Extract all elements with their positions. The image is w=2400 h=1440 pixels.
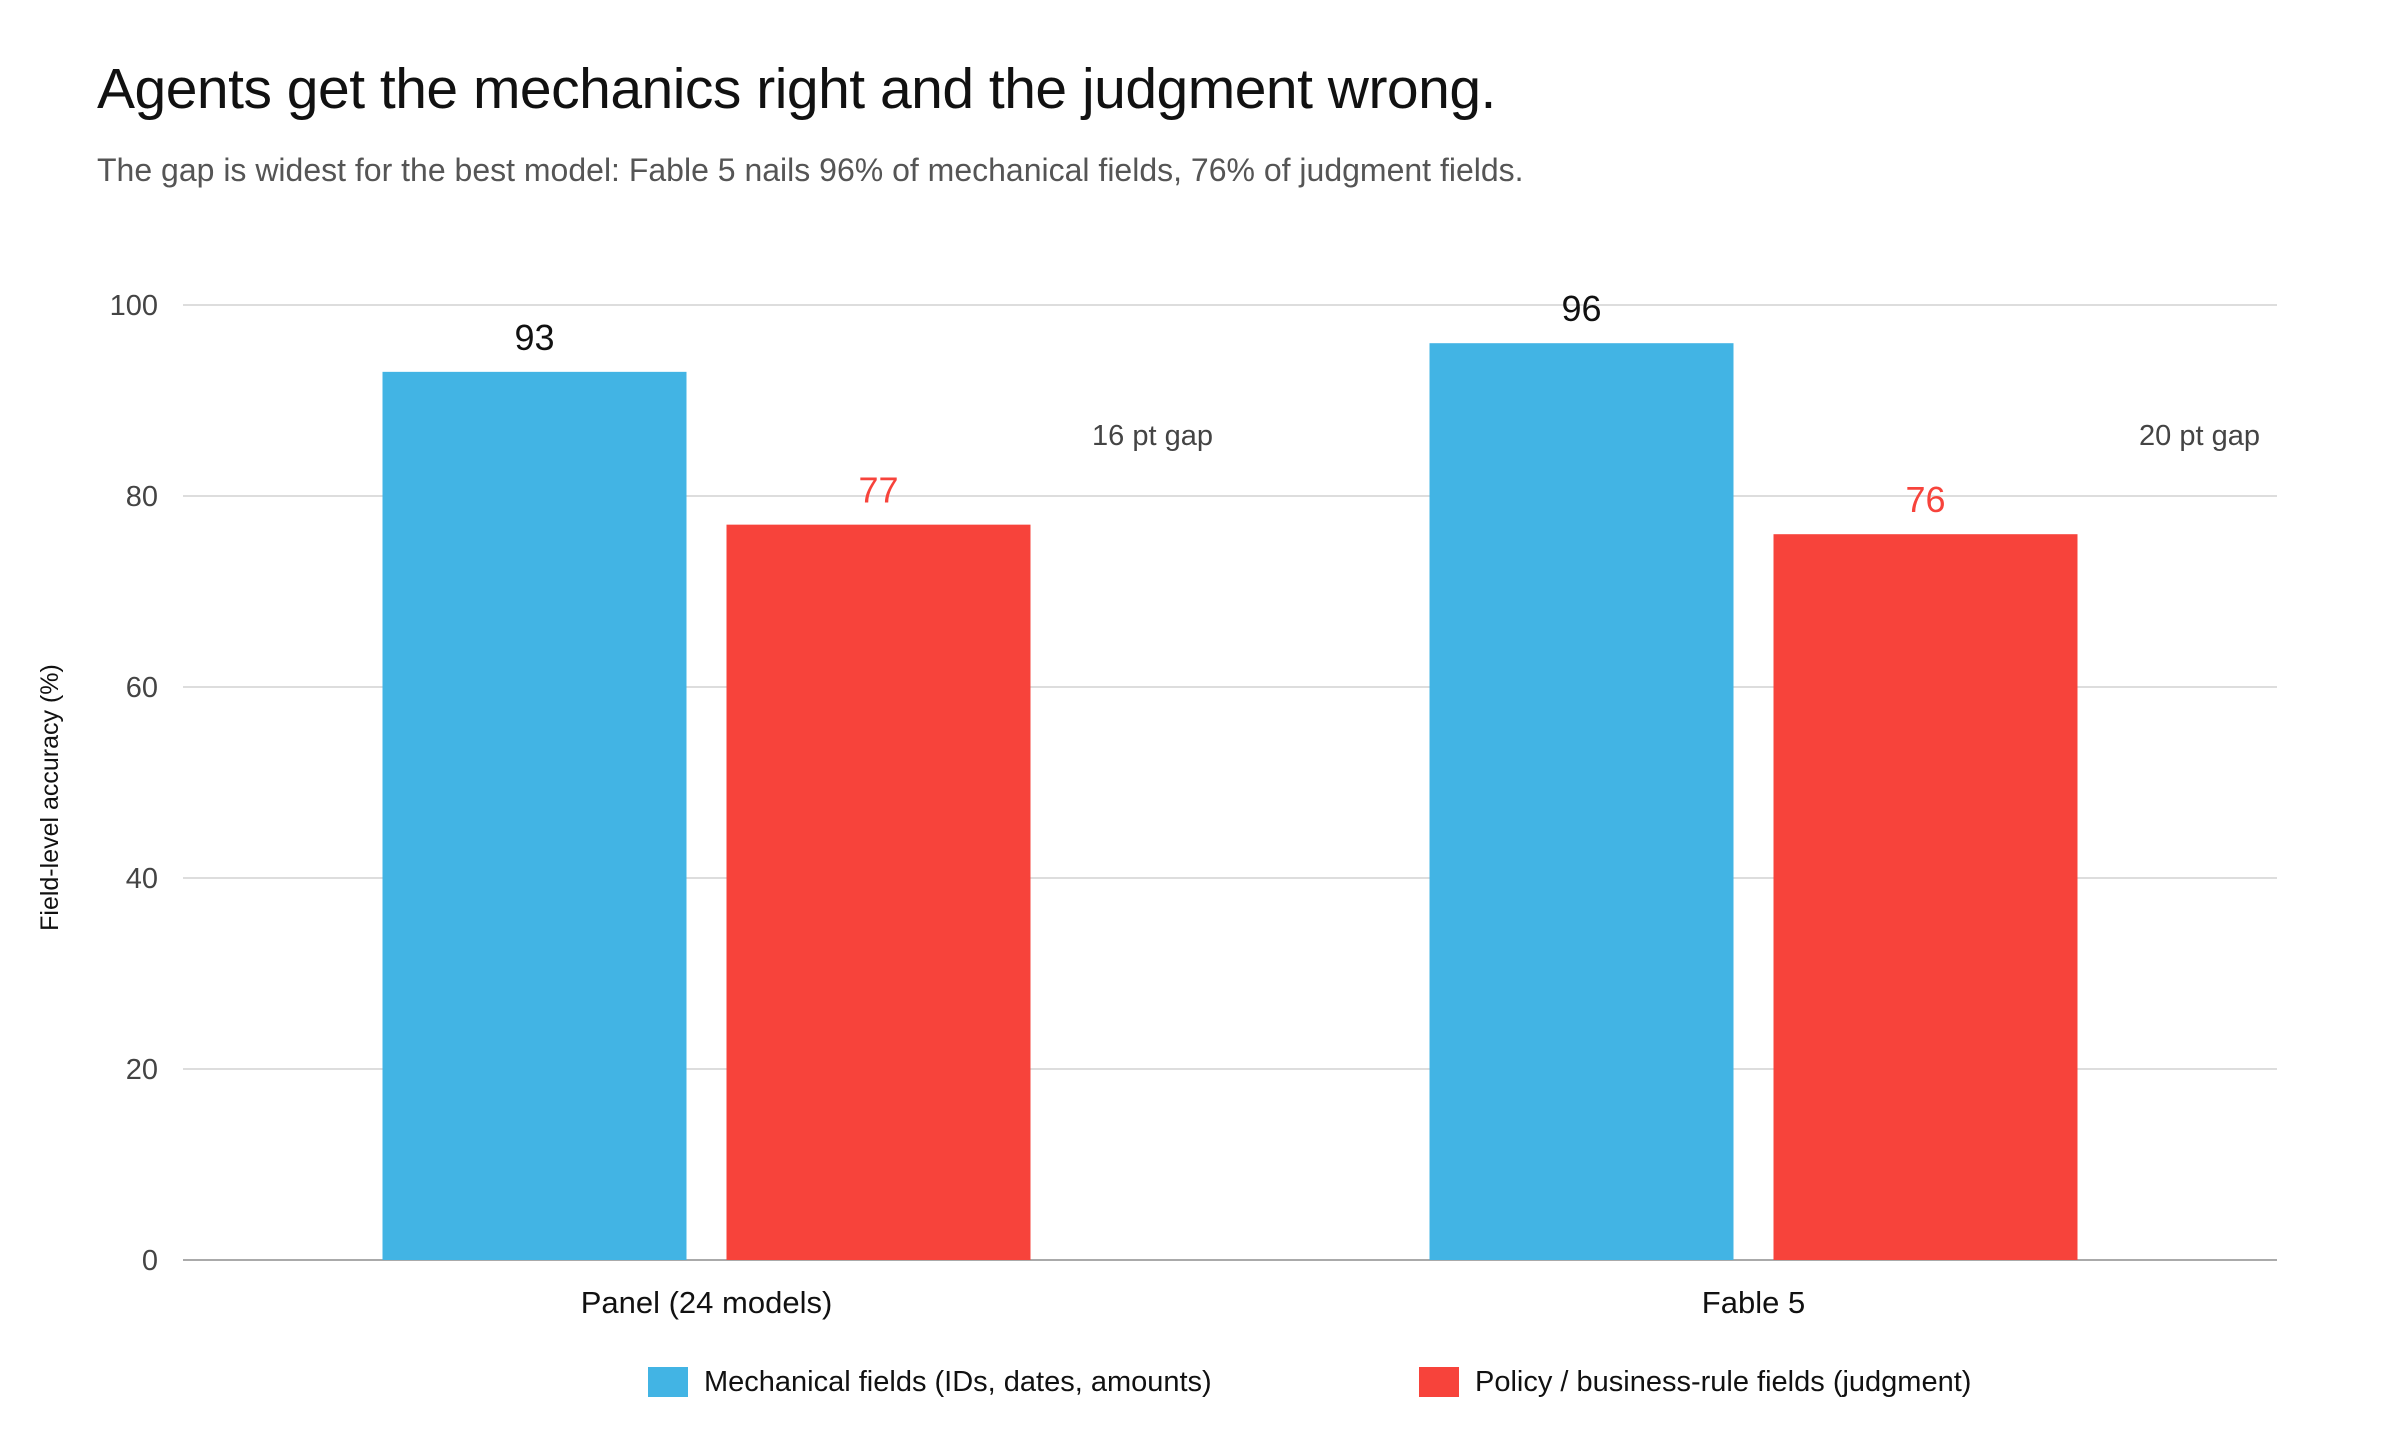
legend-label-judgment: Policy / business-rule fields (judgment) xyxy=(1475,1365,1972,1398)
x-tick-label: Fable 5 xyxy=(1702,1285,1805,1320)
y-tick-label: 60 xyxy=(126,672,158,704)
chart-title: Agents get the mechanics right and the j… xyxy=(97,57,1496,121)
data-label: 77 xyxy=(858,470,898,511)
bar-mechanical xyxy=(382,371,687,1261)
y-tick-label: 80 xyxy=(126,481,158,513)
legend-item-judgment: Policy / business-rule fields (judgment) xyxy=(1419,1362,1971,1402)
legend-swatch-judgment xyxy=(1419,1367,1459,1397)
data-label: 76 xyxy=(1905,479,1945,520)
legend-item-mechanical: Mechanical fields (IDs, dates, amounts) xyxy=(648,1362,1212,1402)
y-tick-label: 40 xyxy=(126,863,158,895)
x-tick-label: Panel (24 models) xyxy=(581,1285,833,1320)
y-axis-label: Field-level accuracy (%) xyxy=(36,664,64,931)
chart-subtitle: The gap is widest for the best model: Fa… xyxy=(97,152,1524,188)
chart-legend: Mechanical fields (IDs, dates, amounts) … xyxy=(0,1362,2400,1402)
gap-annotation: 20 pt gap xyxy=(2139,420,2260,452)
y-tick-label: 20 xyxy=(126,1054,158,1086)
data-label: 96 xyxy=(1561,288,1601,329)
bar-mechanical xyxy=(1429,343,1734,1260)
legend-label-mechanical: Mechanical fields (IDs, dates, amounts) xyxy=(704,1365,1212,1398)
bar-judgment xyxy=(726,524,1031,1260)
y-tick-label: 0 xyxy=(142,1245,158,1277)
y-tick-label: 100 xyxy=(110,290,158,322)
data-label: 93 xyxy=(514,317,554,358)
bar-judgment xyxy=(1773,534,2078,1260)
gap-annotation: 16 pt gap xyxy=(1092,420,1213,452)
legend-swatch-mechanical xyxy=(648,1367,688,1397)
